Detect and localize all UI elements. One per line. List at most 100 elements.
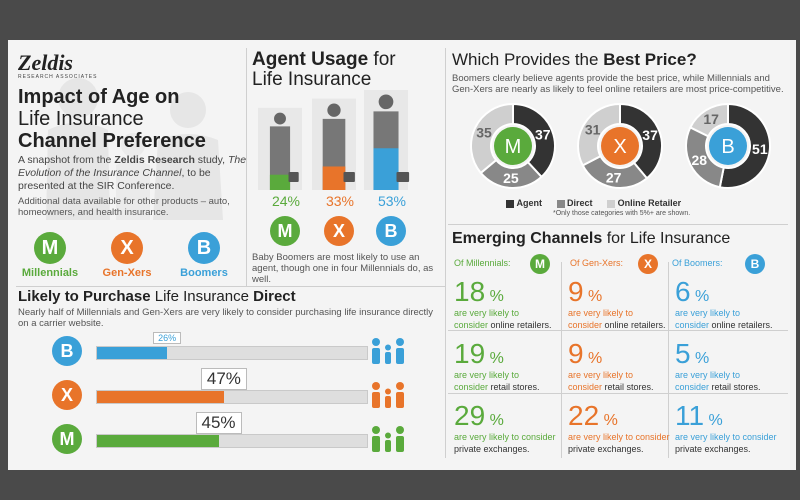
best-price-title: Which Provides the Best Price? xyxy=(452,50,697,69)
direct-bar-value: 45% xyxy=(195,412,242,434)
emerging-cell: 9 % are very likely to consider online ret… xyxy=(568,277,680,331)
divider xyxy=(445,48,446,458)
emerging-caption: are very likely to xyxy=(454,370,520,380)
page-title-line3: Channel Preference xyxy=(18,130,206,152)
donut-slice xyxy=(718,102,771,189)
divider xyxy=(246,48,247,286)
direct-bar-track xyxy=(96,434,368,448)
emerging-stat: 5 % xyxy=(675,338,710,369)
donut-slice-label: 31 xyxy=(585,121,601,137)
emerging-genx-badge: X xyxy=(638,254,658,274)
genx-badge: X xyxy=(111,232,143,264)
emerging-caption: are very likely to xyxy=(675,370,741,380)
donut-center-letter: M xyxy=(505,136,522,158)
emerging-cell: 22 % are very likely to consider private e… xyxy=(568,401,680,455)
page-title-line2: Life Insurance xyxy=(18,108,144,130)
legend-swatch-direct xyxy=(556,199,565,208)
donut-slice xyxy=(619,102,663,180)
intro: Impact of Age on Life Insurance Channel … xyxy=(18,86,248,218)
donut-slice-label: 28 xyxy=(692,152,708,168)
genx-label: Gen-Xers xyxy=(102,267,152,279)
emerging-stat: 29 % xyxy=(454,400,504,431)
direct-bar-track xyxy=(96,346,368,360)
direct-bar-value: 47% xyxy=(200,368,247,390)
emerging-cell: 29 % are very likely to consider private e… xyxy=(454,401,566,455)
emerging-channel-name: private exchanges. xyxy=(454,444,530,454)
briefcase-icon xyxy=(343,172,355,182)
divider xyxy=(448,330,788,331)
donut-slice-label: 37 xyxy=(535,126,551,142)
likely-purchase-title: Likely to Purchase Life Insurance Direct xyxy=(18,288,296,305)
agent-genx-value: 33% xyxy=(325,193,355,209)
legend-swatch-online xyxy=(607,199,616,208)
donut-center-badge xyxy=(601,127,639,165)
emerging-caption: are very likely to xyxy=(675,308,741,318)
emerging-caption: are very likely to xyxy=(568,370,634,380)
direct-bar-fill xyxy=(97,347,168,359)
family-silhouette xyxy=(46,78,223,220)
donut-chart: 37 25 35 M xyxy=(470,102,556,189)
donut-center-letter: B xyxy=(721,136,734,158)
emerging-stat: 9 % xyxy=(568,276,603,307)
page-title-line1: Impact of Age on xyxy=(18,86,180,108)
emerging-stat: 11 % xyxy=(675,400,723,431)
donut-slice-label: 25 xyxy=(503,170,519,186)
emerging-caption: are very likely to consider xyxy=(675,432,777,442)
emerging-stat: 18 % xyxy=(454,276,504,307)
emerging-stat: 22 % xyxy=(568,400,618,431)
divider xyxy=(668,262,669,458)
emerging-caption: are very likely to xyxy=(454,308,520,318)
divider xyxy=(561,262,562,458)
of-millennials-label: Of Millennials: xyxy=(454,258,511,268)
intro-description: A snapshot from the Zeldis Research stud… xyxy=(18,154,247,192)
donut-slice xyxy=(688,102,729,138)
emerging-channel-name: consider online retailers. xyxy=(675,320,773,330)
logo-tagline: RESEARCH ASSOCIATES xyxy=(18,74,98,80)
direct-bar-track xyxy=(96,390,368,404)
emerging-stat: 9 % xyxy=(568,338,603,369)
agent-usage-figure xyxy=(364,90,410,190)
family-icon xyxy=(372,338,404,364)
emerging-boomers-badge: B xyxy=(745,254,765,274)
logo: Zeldis RESEARCH ASSOCIATES xyxy=(18,52,98,81)
donut-center-badge xyxy=(494,127,532,165)
agent-usage-figure xyxy=(312,98,356,190)
donut-center-letter: X xyxy=(613,136,626,158)
emerging-caption: are very likely to consider xyxy=(454,432,556,442)
agent-usage-fill xyxy=(322,166,346,190)
likely-purchase-description: Nearly half of Millennials and Gen-Xers … xyxy=(18,307,434,329)
agent-usage-fill xyxy=(269,174,291,190)
millennials-label: Millennials xyxy=(21,267,79,279)
direct-bar-badge: B xyxy=(52,336,82,366)
donut-chart: 37 27 31 X xyxy=(577,102,663,189)
emerging-channel-name: consider retail stores. xyxy=(675,382,761,392)
emerging-channel-name: private exchanges. xyxy=(675,444,751,454)
donut-slice-label: 35 xyxy=(476,124,492,140)
agent-millennials-badge: M xyxy=(270,216,300,246)
emerging-cell: 5 % are very likely to consider retail sto… xyxy=(675,339,787,393)
boomers-badge: B xyxy=(188,232,220,264)
donut-slice xyxy=(470,102,514,175)
briefcase-icon xyxy=(396,172,410,182)
divider xyxy=(448,224,788,225)
direct-bar-fill xyxy=(97,391,224,403)
agent-boomers-badge: B xyxy=(376,216,406,246)
legend-swatch-agent xyxy=(506,199,514,208)
legend-agent: Agent xyxy=(516,198,543,208)
emerging-cell: 19 % are very likely to consider retail st… xyxy=(454,339,566,393)
legend-online-retailer: Online Retailer xyxy=(617,198,682,208)
emerging-cell: 11 % are very likely to consider private e… xyxy=(675,401,787,455)
emerging-cell: 6 % are very likely to consider online ret… xyxy=(675,277,787,331)
best-price-footnote: *Only those categories with 5%+ are show… xyxy=(553,210,691,217)
emerging-channel-name: consider retail stores. xyxy=(454,382,540,392)
agent-usage-fill xyxy=(373,148,399,190)
infographic: Zeldis RESEARCH ASSOCIATES Impact of Age… xyxy=(8,40,796,470)
family-icon xyxy=(372,426,404,452)
emerging-channel-name: consider online retailers. xyxy=(568,320,666,330)
of-genx-label: Of Gen-Xers: xyxy=(570,258,624,268)
emerging-channel-name: private exchanges. xyxy=(568,444,644,454)
emerging-cell: 18 % are very likely to consider online re… xyxy=(454,277,566,331)
emerging-cell: 9 % are very likely to consider retail sto… xyxy=(568,339,680,393)
agent-usage-figure xyxy=(258,107,302,190)
divider xyxy=(16,286,445,287)
